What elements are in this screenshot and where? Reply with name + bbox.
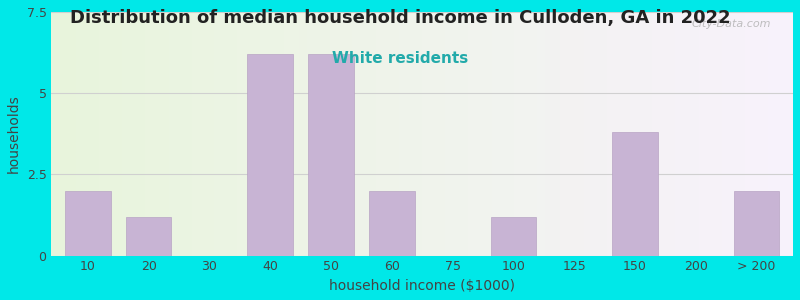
Bar	[308, 54, 354, 256]
Bar	[612, 132, 658, 256]
Bar	[369, 191, 414, 256]
Bar	[65, 191, 110, 256]
Text: Distribution of median household income in Culloden, GA in 2022: Distribution of median household income …	[70, 9, 730, 27]
Text: City-Data.com: City-Data.com	[691, 19, 771, 29]
X-axis label: household income ($1000): household income ($1000)	[330, 279, 515, 293]
Bar	[734, 191, 779, 256]
Bar	[490, 217, 536, 256]
Text: White residents: White residents	[332, 51, 468, 66]
Bar	[126, 217, 171, 256]
Bar	[247, 54, 293, 256]
Y-axis label: households: households	[7, 94, 21, 173]
